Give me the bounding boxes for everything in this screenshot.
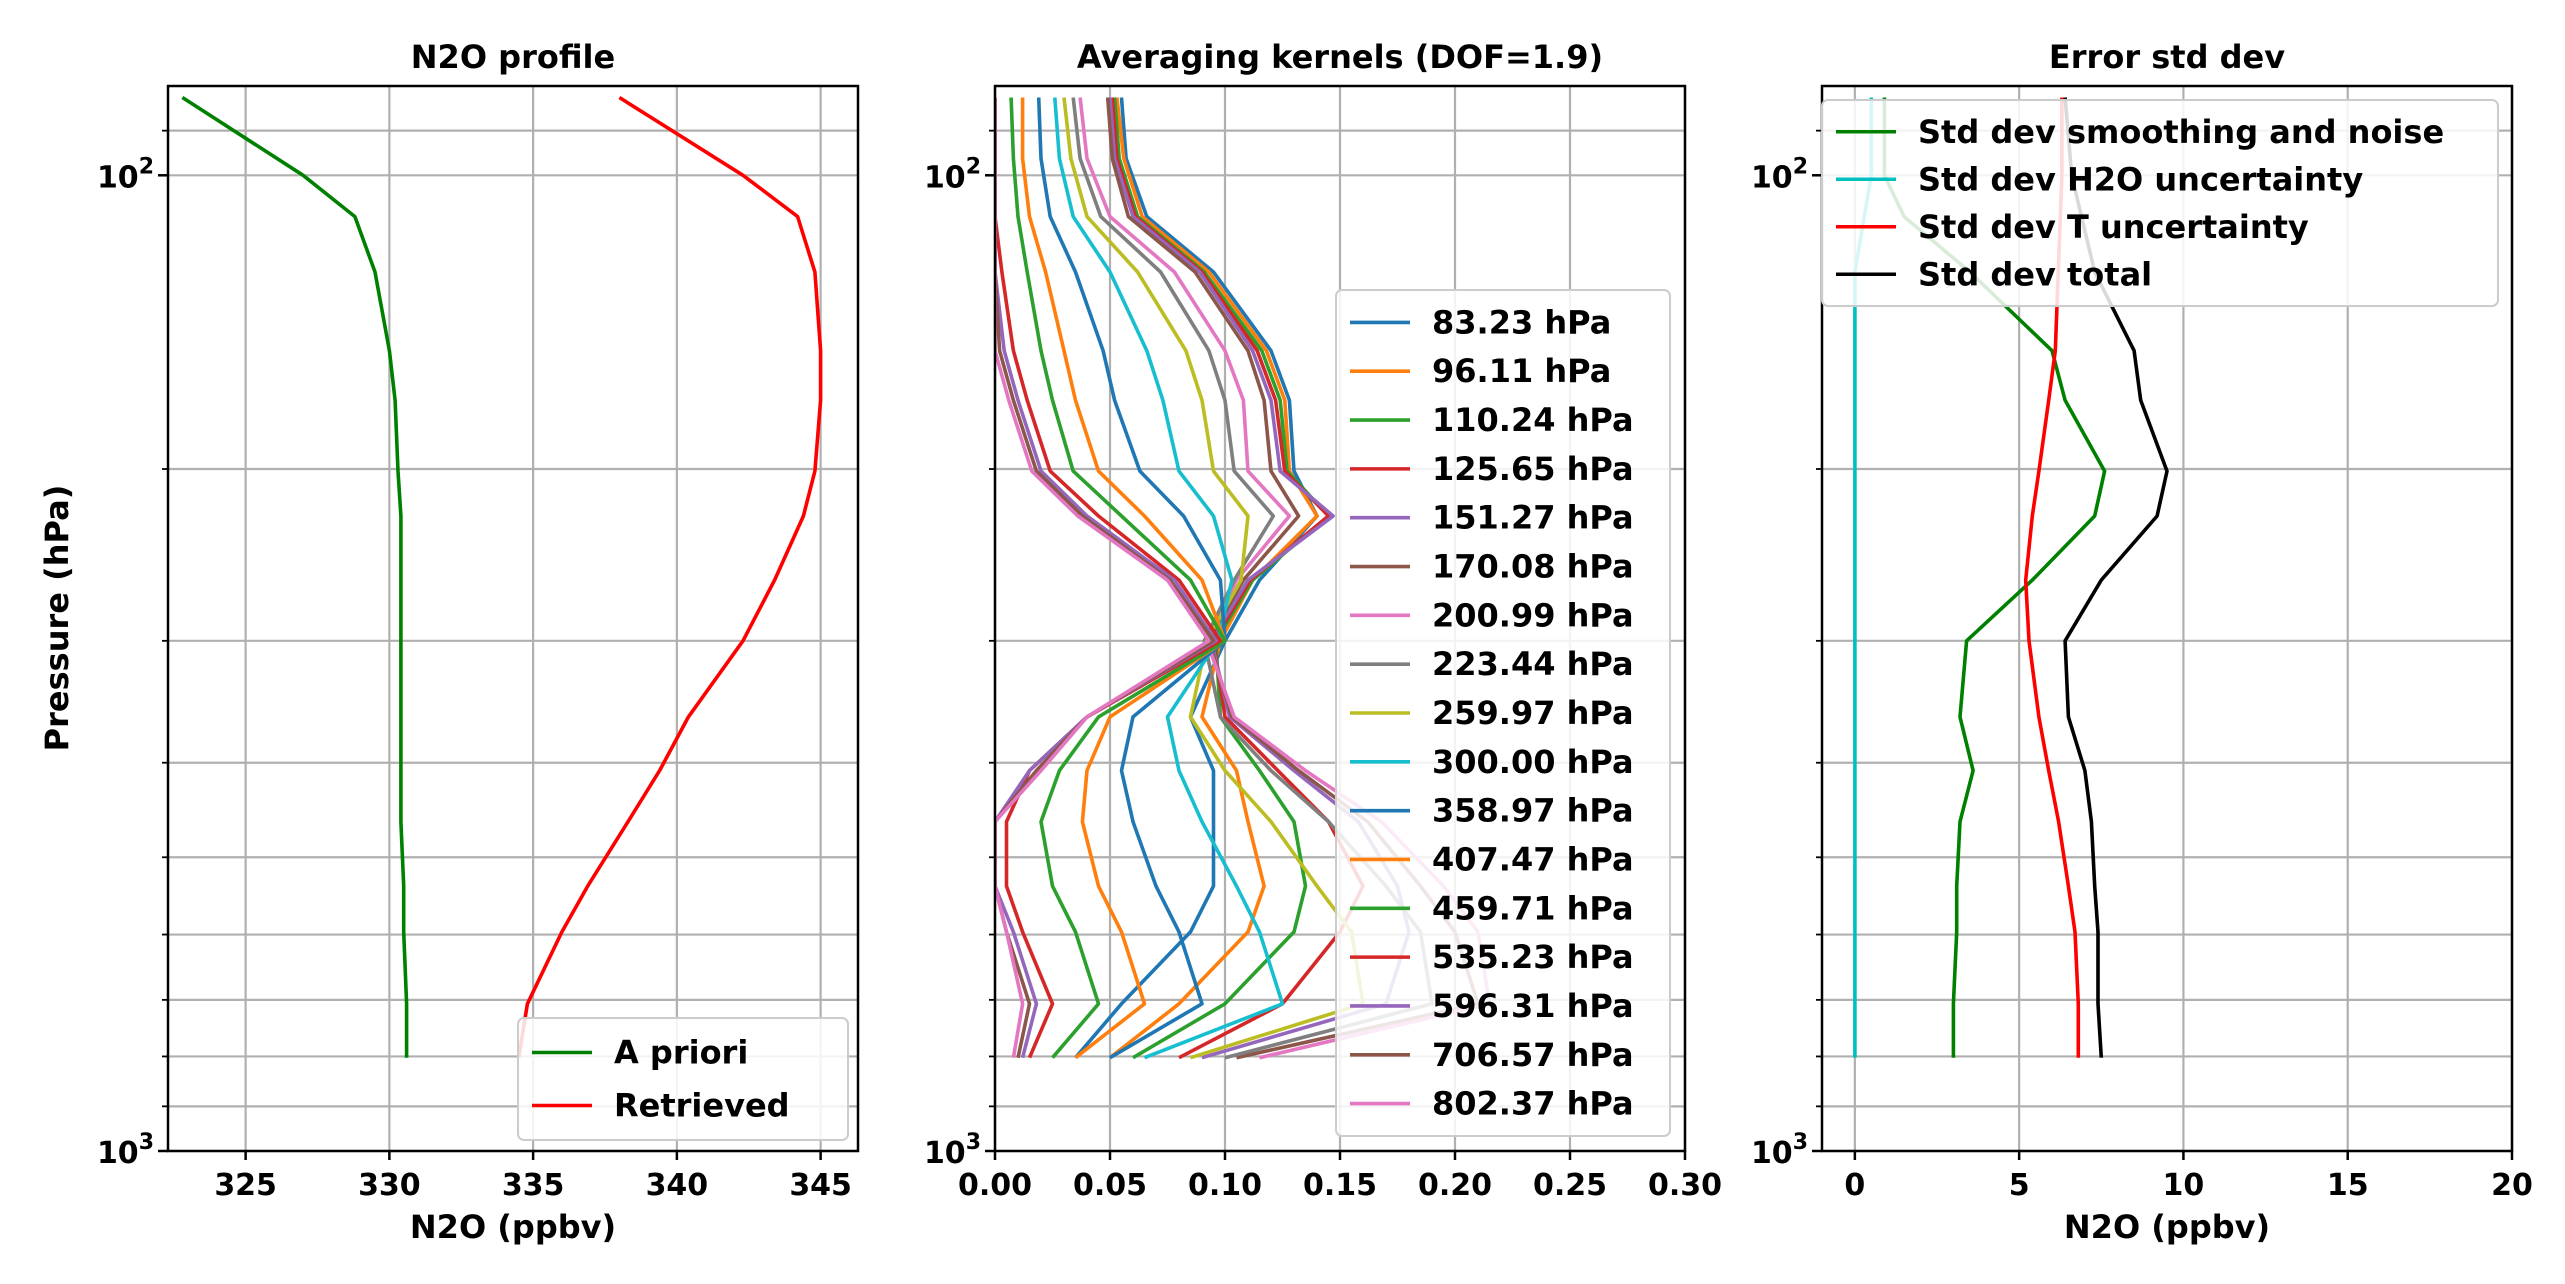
n2o-profile-xtick-label: 340 <box>646 1168 709 1203</box>
error-std-dev-xtick-label: 5 <box>2009 1168 2030 1203</box>
n2o-profile-legend <box>517 1017 849 1141</box>
error-std-dev-legend <box>1821 99 2499 307</box>
n2o-profile-axes-frame <box>166 84 860 1153</box>
averaging-kernels-xtick-label: 0.15 <box>1303 1168 1377 1203</box>
series-259-97-hpa <box>1062 97 1365 1060</box>
series-300-00-hpa <box>1053 97 1285 1060</box>
legend-label-std-dev-h2o-uncertainty: Std dev H2O uncertainty <box>1918 160 2363 198</box>
series-retrieved <box>516 95 823 1058</box>
legend-label-459-71-hpa: 459.71 hPa <box>1432 889 1634 927</box>
legend-label-151-27-hpa: 151.27 hPa <box>1432 499 1634 537</box>
legend-label-a-priori: A priori <box>614 1034 748 1072</box>
averaging-kernels-xtick-label: 0.30 <box>1648 1168 1722 1203</box>
legend-label-96-11-hpa: 96.11 hPa <box>1432 352 1611 390</box>
error-std-dev-axes-frame <box>1820 84 2514 1153</box>
series-std-dev-total <box>2063 97 2169 1058</box>
legend-label-596-31-hpa: 596.31 hPa <box>1432 987 1634 1025</box>
legend-label-std-dev-total: Std dev total <box>1918 255 2152 293</box>
error-std-dev-xtick-label: 10 <box>2163 1168 2205 1203</box>
averaging-kernels-xtick-label: 0.20 <box>1418 1168 1492 1203</box>
legend-label-200-99-hpa: 200.99 hPa <box>1432 596 1634 634</box>
averaging-kernels-panel: 0.00 0.05 0.10 0.15 0.20 0.25 0.30 102 103 Avera… <box>924 38 1722 1203</box>
legend-label-110-24-hpa: 110.24 hPa <box>1432 401 1634 439</box>
legend-label-407-47-hpa: 407.47 hPa <box>1432 840 1634 878</box>
series-802-37-hpa <box>995 97 1211 1059</box>
n2o-profile-xtick-label: 330 <box>358 1168 421 1203</box>
averaging-kernels-xtick-label: 0.00 <box>958 1168 1032 1203</box>
legend-label-706-57-hpa: 706.57 hPa <box>1432 1036 1634 1074</box>
legend-label-259-97-hpa: 259.97 hPa <box>1432 694 1634 732</box>
n2o-profile-title: N2O profile <box>411 38 615 76</box>
error-std-dev-xtick-label: 20 <box>2491 1168 2533 1203</box>
error-std-dev-ytick-label: 102 <box>1751 154 1808 195</box>
legend-label-std-dev-t-uncertainty: Std dev T uncertainty <box>1918 208 2309 246</box>
error-std-dev-xlabel: N2O (ppbv) <box>2064 1208 2270 1246</box>
series-358-97-hpa <box>1036 97 1227 1060</box>
legend-label-802-37-hpa: 802.37 hPa <box>1432 1085 1634 1123</box>
n2o-profile-xtick-label: 335 <box>502 1168 565 1203</box>
legend-label-83-23-hpa: 83.23 hPa <box>1432 303 1611 341</box>
averaging-kernels-legend <box>1335 289 1671 1137</box>
series-std-dev-t-uncertainty <box>2023 97 2081 1058</box>
error-std-dev-title: Error std dev <box>2049 38 2285 76</box>
legend-label-535-23-hpa: 535.23 hPa <box>1432 938 1634 976</box>
n2o-profile-ytick-label: 103 <box>97 1130 154 1171</box>
series-459-71-hpa <box>1009 97 1227 1059</box>
error-std-dev-xtick-label: 15 <box>2327 1168 2369 1203</box>
averaging-kernels-xtick-label: 0.10 <box>1188 1168 1262 1203</box>
series-407-47-hpa <box>1020 97 1227 1060</box>
error-std-dev-xtick-label: 0 <box>1844 1168 1865 1203</box>
error-std-dev-ytick-label: 103 <box>1751 1130 1808 1171</box>
n2o-profile-xlabel: N2O (ppbv) <box>410 1208 616 1246</box>
n2o-profile-ytick-label: 102 <box>97 154 154 195</box>
n2o-profile-ylabel: Pressure (hPa) <box>38 485 76 752</box>
averaging-kernels-title: Averaging kernels (DOF=1.9) <box>1077 38 1603 76</box>
averaging-kernels-xtick-label: 0.25 <box>1533 1168 1607 1203</box>
series-535-23-hpa <box>995 97 1223 1059</box>
averaging-kernels-xtick-label: 0.05 <box>1073 1168 1147 1203</box>
series-596-31-hpa <box>995 97 1218 1059</box>
n2o-profile-panel: 325 330 335 340 345 102 103 N2O profile N2O (p… <box>38 38 860 1246</box>
legend-label-358-97-hpa: 358.97 hPa <box>1432 792 1634 830</box>
legend-label-300-00-hpa: 300.00 hPa <box>1432 743 1634 781</box>
averaging-kernels-ytick-label: 102 <box>924 154 981 195</box>
n2o-profile-xtick-label: 325 <box>214 1168 277 1203</box>
n2o-profile-xtick-label: 345 <box>789 1168 852 1203</box>
averaging-kernels-ytick-label: 103 <box>924 1130 981 1171</box>
series-83-23-hpa <box>1074 97 1319 1059</box>
legend-label-223-44-hpa: 223.44 hPa <box>1432 645 1634 683</box>
legend-label-std-dev-smoothing-and-noise: Std dev smoothing and noise <box>1918 113 2444 151</box>
series-a-priori <box>181 95 409 1058</box>
legend-label-170-08-hpa: 170.08 hPa <box>1432 548 1634 586</box>
legend-label-125-65-hpa: 125.65 hPa <box>1432 450 1634 488</box>
legend-label-retrieved: Retrieved <box>614 1087 790 1125</box>
